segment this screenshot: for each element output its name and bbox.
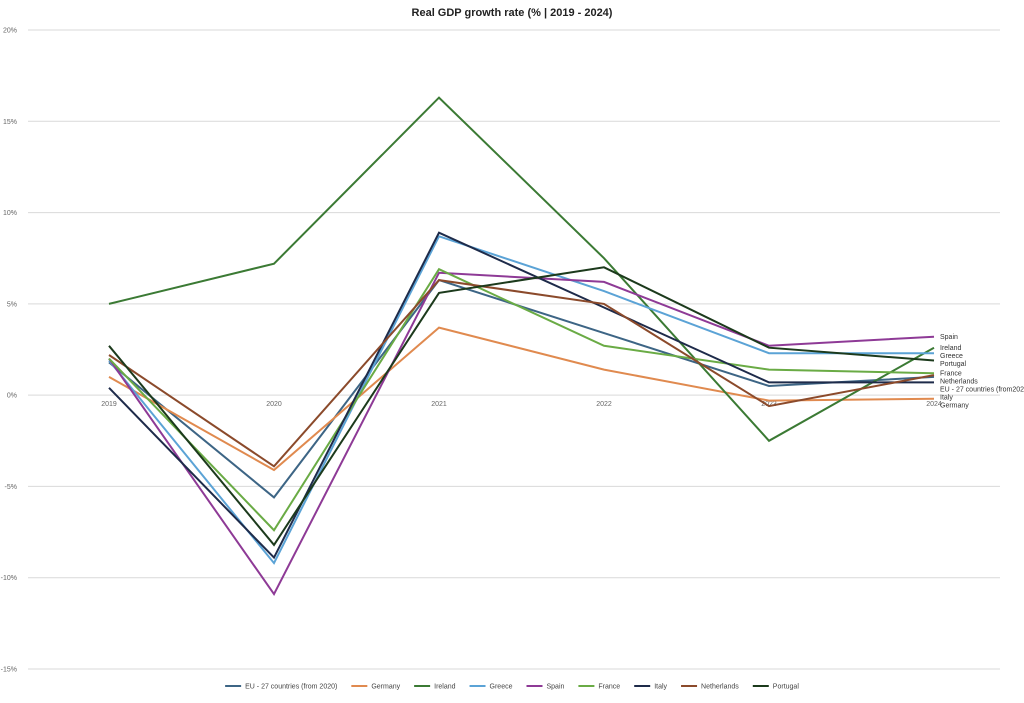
series-line-ireland xyxy=(108,96,935,443)
y-tick-label: 20% xyxy=(3,28,17,35)
y-tick-label: 5% xyxy=(7,301,17,308)
y-tick-label: 0% xyxy=(7,393,17,400)
legend-item: Netherlands xyxy=(681,684,739,691)
legend-label: Greece xyxy=(490,684,513,691)
legend-label: Spain xyxy=(547,684,565,691)
legend-item: EU - 27 countries (from 2020) xyxy=(225,684,337,691)
series-end-label: Netherlands xyxy=(940,379,978,386)
legend-item: Greece xyxy=(469,684,513,691)
legend-label: France xyxy=(598,684,620,691)
x-tick-label: 2023 xyxy=(761,401,777,408)
series-end-label: Greece xyxy=(940,353,963,360)
y-tick-label: -5% xyxy=(5,484,17,491)
legend-item: Germany xyxy=(351,684,401,691)
series-end-label: Ireland xyxy=(940,345,962,352)
x-tick-label: 2024 xyxy=(926,401,942,408)
y-tick-label: 10% xyxy=(3,210,17,217)
series-line-eu-27-countries-from-2020 xyxy=(108,278,935,499)
x-tick-label: 2019 xyxy=(101,401,117,408)
series-line-france xyxy=(108,267,935,532)
legend-item: France xyxy=(578,684,620,691)
legend: EU - 27 countries (from 2020) Germany Irel… xyxy=(225,684,799,691)
legend-item: Spain xyxy=(526,684,565,691)
x-tick-label: 2021 xyxy=(431,401,447,408)
legend-item: Italy xyxy=(634,684,668,691)
legend-label: Italy xyxy=(654,684,667,691)
legend-item: Portugal xyxy=(752,684,800,691)
series-line-italy xyxy=(108,231,934,560)
legend-label: Germany xyxy=(371,684,400,691)
series-end-label: Italy xyxy=(940,395,953,402)
grid xyxy=(28,29,1000,670)
series-end-label: Germany xyxy=(940,403,969,410)
legend-item: Ireland xyxy=(414,684,456,691)
series-line-spain xyxy=(108,271,935,597)
series-line-netherlands xyxy=(108,279,935,468)
series-end-label: Spain xyxy=(940,334,958,341)
legend-label: Portugal xyxy=(773,684,800,691)
chart-title: Real GDP growth rate (% | 2019 - 2024) xyxy=(412,7,613,19)
series-end-label: EU - 27 countries (from2020) xyxy=(940,387,1024,394)
y-axis: 20% 15% 10% 5% 0% -5% -10% -15% xyxy=(1,28,17,674)
x-axis: 2019 2020 2021 2022 2023 2024 xyxy=(101,401,942,408)
legend-label: Ireland xyxy=(434,684,456,691)
y-tick-label: -15% xyxy=(1,667,17,674)
legend-label: EU - 27 countries (from 2020) xyxy=(245,684,337,691)
x-tick-label: 2022 xyxy=(596,401,612,408)
series-line-portugal xyxy=(108,266,935,547)
series-lines xyxy=(108,96,935,597)
x-tick-label: 2020 xyxy=(266,401,282,408)
series-end-label: France xyxy=(940,371,962,378)
y-tick-label: -10% xyxy=(1,575,17,582)
y-tick-label: 15% xyxy=(3,119,17,126)
series-end-label: Portugal xyxy=(940,361,967,368)
legend-label: Netherlands xyxy=(701,684,739,691)
